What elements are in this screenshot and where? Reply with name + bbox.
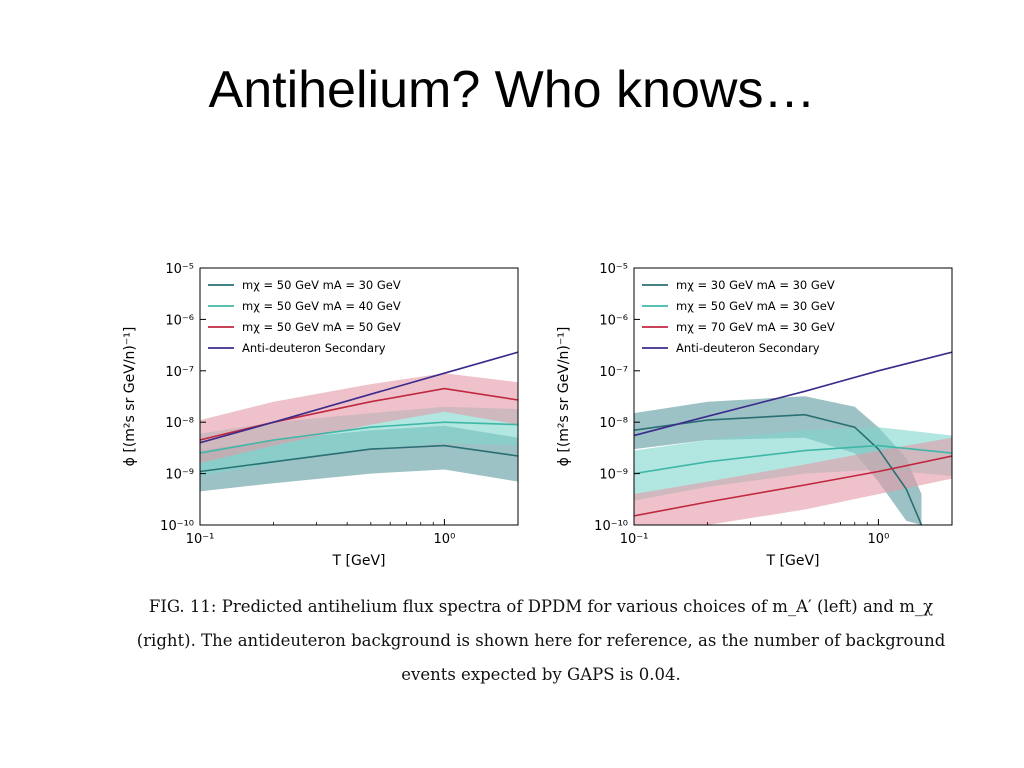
slide-title: Antihelium? Who knows…	[208, 61, 816, 119]
left-plot-svg: 10⁻¹ 10⁰ 10⁻¹⁰ 10⁻⁹ 10⁻⁸ 10⁻⁷ 10⁻⁶ 10⁻⁵ T [GeV] ϕ…	[122, 262, 519, 569]
y-tick-label: 10⁻⁵	[165, 262, 194, 277]
plot-frame	[633, 267, 953, 526]
y-tick-label: 10⁻⁷	[165, 365, 194, 380]
legend-entry: mχ = 30 GeV mA = 30 GeV	[676, 278, 835, 292]
legend-entry: Anti-deuteron Secondary	[676, 341, 820, 355]
caption-line-2: (right). The antideuteron background is …	[136, 631, 946, 650]
legend: mχ = 50 GeV mA = 30 GeV mχ = 50 GeV mA = …	[208, 278, 401, 355]
y-tick-label: 10⁻⁶	[599, 313, 628, 328]
series-line-2	[200, 421, 518, 454]
y-axis-label: ϕ [(m²s sr GeV/n)⁻¹]	[122, 327, 138, 467]
x-axis-label: T [GeV]	[332, 553, 386, 569]
x-axis-label: T [GeV]	[766, 553, 820, 569]
legend-entry: mχ = 50 GeV mA = 30 GeV	[676, 299, 835, 313]
series-line-1	[634, 413, 923, 525]
y-tick-label: 10⁻⁹	[599, 468, 628, 483]
uncertainty-band-3	[200, 373, 518, 464]
series-line-1	[200, 444, 518, 473]
legend-entry: mχ = 50 GeV mA = 30 GeV	[242, 278, 401, 292]
y-tick-label: 10⁻⁶	[165, 313, 194, 328]
caption-line-1: FIG. 11: Predicted antihelium flux spect…	[148, 597, 934, 616]
figure-caption: FIG. 11: Predicted antihelium flux spect…	[118, 590, 964, 692]
series-line-3	[200, 387, 518, 441]
series-line-4	[200, 351, 518, 444]
series-line-4	[634, 351, 952, 437]
legend: mχ = 30 GeV mA = 30 GeV mχ = 50 GeV mA = …	[642, 278, 835, 355]
plot-frame	[199, 267, 519, 526]
y-tick-label: 10⁻⁷	[599, 365, 628, 380]
legend-entry: mχ = 50 GeV mA = 50 GeV	[242, 320, 401, 334]
series-line-3	[634, 455, 952, 517]
left-plot: 10⁻¹ 10⁰ 10⁻¹⁰ 10⁻⁹ 10⁻⁸ 10⁻⁷ 10⁻⁶ 10⁻⁵ T [GeV] ϕ…	[118, 248, 528, 578]
right-plot: 10⁻¹ 10⁰ 10⁻¹⁰ 10⁻⁹ 10⁻⁸ 10⁻⁷ 10⁻⁶ 10⁻⁵ T [GeV] ϕ…	[552, 248, 962, 578]
y-tick-label: 10⁻⁸	[599, 416, 628, 431]
y-tick-label: 10⁻⁵	[599, 262, 628, 277]
legend-entry: Anti-deuteron Secondary	[242, 341, 386, 355]
x-tick-label: 10⁰	[868, 532, 890, 547]
y-tick-label: 10⁻¹⁰	[594, 519, 628, 534]
uncertainty-band-3	[634, 437, 952, 525]
y-tick-label: 10⁻⁸	[165, 416, 194, 431]
x-tick-label: 10⁻¹	[620, 532, 649, 547]
x-tick-label: 10⁰	[434, 532, 456, 547]
x-tick-label: 10⁻¹	[186, 532, 215, 547]
y-tick-label: 10⁻¹⁰	[160, 519, 194, 534]
legend-entry: mχ = 70 GeV mA = 30 GeV	[676, 320, 835, 334]
y-axis-label: ϕ [(m²s sr GeV/n)⁻¹]	[556, 327, 572, 467]
y-tick-label: 10⁻⁹	[165, 468, 194, 483]
series-line-2	[634, 444, 952, 475]
right-plot-svg: 10⁻¹ 10⁰ 10⁻¹⁰ 10⁻⁹ 10⁻⁸ 10⁻⁷ 10⁻⁶ 10⁻⁵ T [GeV] ϕ…	[556, 262, 953, 569]
legend-entry: mχ = 50 GeV mA = 40 GeV	[242, 299, 401, 313]
caption-line-3: events expected by GAPS is 0.04.	[401, 665, 681, 684]
